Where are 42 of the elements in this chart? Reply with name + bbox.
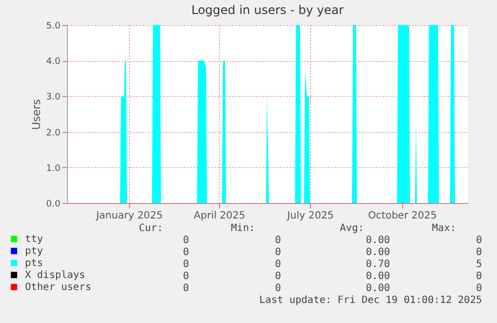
legend-label: tty (25, 234, 44, 245)
x-tick-label: October 2025 (368, 210, 437, 222)
text: 0 (274, 247, 281, 258)
text: 0 (274, 271, 281, 282)
text: 0 (476, 235, 482, 246)
y-axis-title: Users (30, 98, 44, 130)
text: Max: (432, 223, 456, 234)
text: 0.70 (366, 259, 390, 270)
text: 5 (476, 259, 482, 270)
text: Cur: (138, 223, 163, 234)
text: 0 (182, 271, 189, 282)
legend-label: pty (25, 246, 44, 257)
text: 0 (182, 247, 189, 258)
y-tick-label: 0.0 (46, 200, 61, 210)
x-tick-label: January 2025 (95, 210, 163, 222)
text: 0.00 (366, 247, 390, 258)
text: Avg: (340, 223, 364, 234)
legend-label: X displays (25, 270, 86, 281)
y-tick-label: 3.0 (46, 92, 61, 103)
legend-label: pts (25, 258, 44, 269)
text: 0 (476, 247, 482, 258)
text: Min: (230, 223, 255, 234)
text: 0 (476, 283, 482, 294)
text: 0 (476, 271, 482, 282)
text: 0.00 (366, 283, 390, 294)
text: 0 (274, 283, 281, 294)
x-tick-label: July 2025 (286, 210, 334, 222)
text: 0 (274, 235, 281, 246)
text: 0.00 (366, 235, 390, 246)
y-tick-label: 2.0 (46, 128, 61, 138)
text: Last update: Fri Dec 19 01:00:12 2025 (259, 295, 482, 306)
text: 0 (182, 235, 189, 246)
text: 0 (182, 283, 189, 294)
y-tick-label: 5.0 (46, 22, 61, 32)
chart-title: Logged in users - by year (191, 3, 344, 17)
y-tick-label: 4.0 (46, 57, 61, 68)
text: 0 (274, 259, 281, 270)
x-tick-label: April 2025 (194, 210, 246, 222)
text: 0.00 (366, 271, 390, 282)
text: 0 (182, 259, 189, 270)
legend-label: Other users (25, 282, 92, 293)
y-tick-label: 1.0 (46, 164, 61, 174)
